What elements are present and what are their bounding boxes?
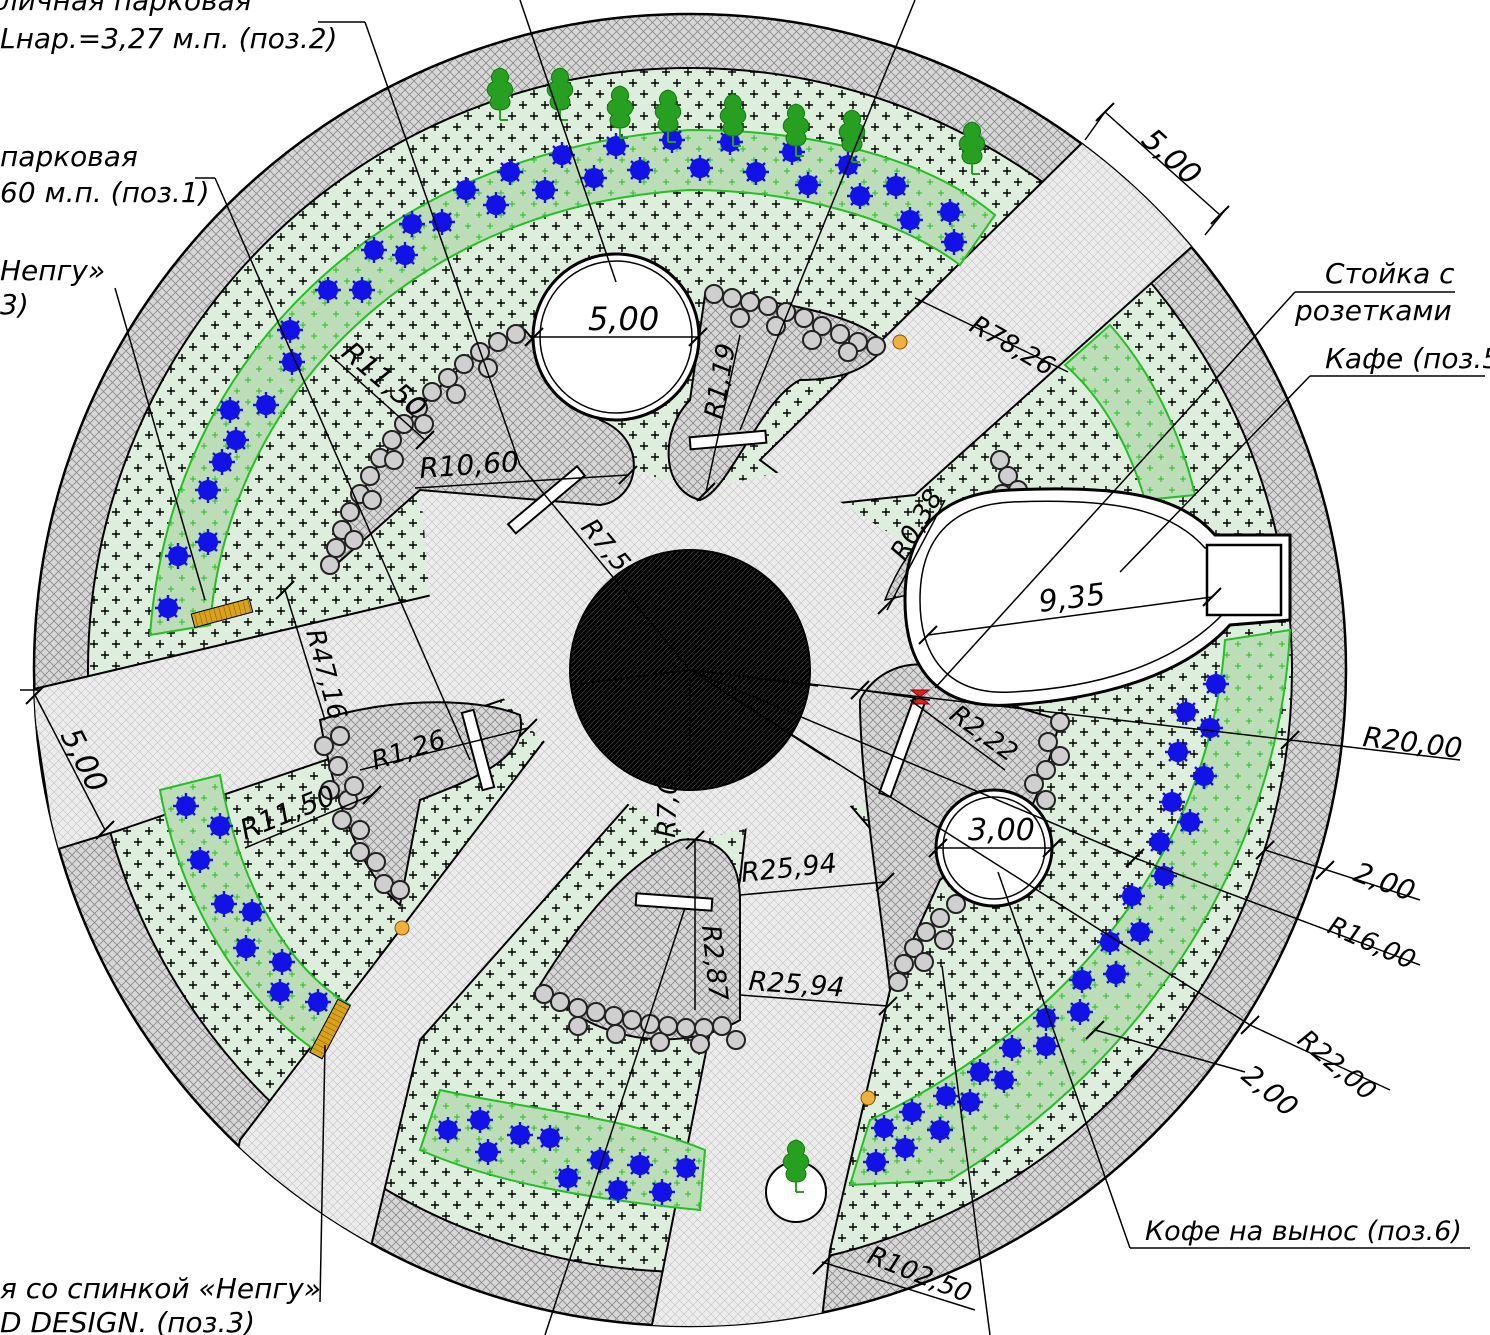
svg-text:60 м.п. (поз.1): 60 м.п. (поз.1) [0,176,210,209]
dim-r-16-00: R16,00 [1323,911,1420,976]
svg-text:D DESIGN. (поз.3): D DESIGN. (поз.3) [0,1306,255,1335]
svg-text:3): 3) [0,288,29,321]
cafe-building [903,487,1292,707]
svg-text:Непгу»: Непгу» [0,254,105,287]
svg-text:парковая: парковая [0,140,138,173]
island-north-east [667,293,887,502]
callout-bench-b: я со спинкой «Непгу» D DESIGN. (поз.3) [0,1272,321,1335]
dim-r-10-60: R10,60 [418,445,520,485]
bench-south-west [309,998,351,1060]
svg-text:Lнар.=3,27 м.п. (поз.2): Lнар.=3,27 м.п. (поз.2) [0,22,337,55]
svg-text:личная парковая: личная парковая [0,0,252,17]
callout-bench-a: Непгу» 3) [0,254,105,321]
dimension-lines [20,0,1485,1335]
dim-r-25-94-b: R25,94 [748,966,846,1004]
callout-lamp-park-a: личная парковая Lнар.=3,27 м.п. (поз.2) [0,0,337,55]
dim-r-7-0: R7,0 [652,778,684,838]
seat-south [634,892,714,912]
callout-lamp-park-b: парковая 60 м.п. (поз.1) [0,140,210,209]
dim-5-00-circle: 5,00 [588,300,659,338]
island-south [538,838,741,1041]
callout-socket-stand: Стойка с розетками [1294,257,1455,327]
callout-coffee: Кофе на вынос (поз.6) [1145,1216,1462,1247]
svg-text:розетками: розетками [1294,294,1452,327]
seat-west [460,708,496,792]
cafe-building-inner [919,500,1281,693]
dim-3-00-circle: 3,00 [968,813,1035,848]
lamp-west [394,920,410,936]
cafe-annex [1205,543,1283,617]
dim-r-22-00: R22,00 [1292,1024,1382,1106]
dim-width-2-a: 2,00 [1350,856,1420,908]
dim-width-2-b: 2,00 [1236,1058,1305,1123]
svg-text:я со спинкой «Непгу»: я со спинкой «Непгу» [0,1272,321,1305]
dim-width-top: 5,00 [1135,122,1208,193]
callout-cafe: Кафе (поз.5 [1325,342,1490,375]
flowerbed-north [148,128,997,637]
lamp-north-east [892,334,908,350]
lamp-south-east [860,1090,876,1106]
svg-text:Стойка с: Стойка с [1325,257,1455,290]
bench-north-west [190,597,254,629]
dim-r-20-00: R20,00 [1361,720,1464,765]
seat-north-west [506,464,587,535]
dim-cafe: 9,35 [1037,577,1108,620]
seat-north-east [688,429,768,451]
